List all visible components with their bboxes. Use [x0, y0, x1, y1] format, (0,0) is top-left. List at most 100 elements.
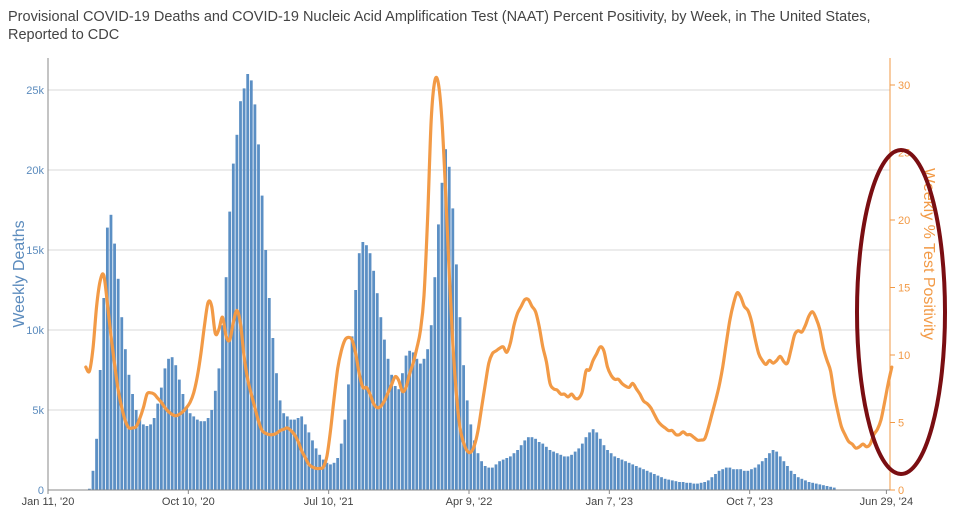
y-right-tick-0: 0: [898, 485, 904, 497]
deaths-bar: [699, 482, 703, 490]
deaths-bar: [717, 470, 721, 490]
deaths-bar: [588, 432, 591, 490]
deaths-bar: [217, 368, 221, 490]
deaths-bar: [649, 472, 653, 490]
deaths-bar: [832, 487, 836, 490]
y-axis-label-right: Weekly % Test Positivity: [920, 168, 937, 340]
deaths-bar: [264, 250, 268, 490]
deaths-bar: [393, 386, 397, 490]
y-axis-label-left: Weekly Deaths: [11, 220, 28, 327]
x-tick-2: Jul 10, '21: [304, 496, 354, 508]
deaths-bar: [753, 467, 757, 490]
deaths-bar: [804, 480, 807, 490]
deaths-bar: [390, 374, 394, 490]
deaths-bar: [347, 384, 350, 490]
deaths-bar: [339, 443, 343, 490]
deaths-bar: [714, 474, 717, 490]
deaths-bar: [710, 477, 714, 490]
deaths-bar: [667, 479, 671, 490]
deaths-bar: [516, 450, 519, 490]
deaths-bar: [746, 470, 750, 490]
deaths-bar: [721, 469, 725, 490]
x-tick-6: Jun 29, '24: [860, 496, 913, 508]
deaths-bar: [242, 88, 246, 491]
deaths-bar: [465, 400, 469, 490]
deaths-bar: [613, 456, 617, 490]
deaths-bar: [814, 483, 818, 490]
deaths-bar: [375, 293, 379, 490]
deaths-bar: [602, 445, 606, 490]
deaths-bar: [177, 379, 181, 490]
deaths-bar: [267, 298, 271, 490]
deaths-bar: [724, 467, 728, 490]
deaths-bar: [257, 144, 260, 490]
deaths-bar: [562, 456, 566, 490]
deaths-bar: [167, 358, 170, 490]
deaths-bar: [732, 469, 735, 490]
deaths-bar: [246, 74, 250, 490]
deaths-bar: [498, 461, 501, 490]
deaths-bar: [490, 467, 494, 490]
deaths-bar: [127, 374, 131, 490]
deaths-bar: [95, 438, 98, 490]
deaths-bar: [526, 437, 530, 490]
deaths-bar: [483, 466, 487, 490]
deaths-bar: [742, 470, 746, 490]
chart-title-line-1: Provisional COVID-19 Deaths and COVID-19…: [8, 9, 871, 25]
deaths-bar: [627, 462, 631, 490]
deaths-bar: [213, 390, 217, 490]
deaths-bar: [696, 483, 699, 490]
deaths-bar: [764, 458, 768, 490]
y-right-tick-2: 10: [898, 350, 910, 362]
y-right-tick-4: 20: [898, 215, 910, 227]
deaths-bar: [580, 443, 584, 490]
deaths-bar: [735, 469, 739, 490]
deaths-bar: [807, 482, 811, 490]
deaths-bar: [678, 482, 681, 490]
deaths-bar: [174, 365, 178, 490]
deaths-bar: [386, 358, 390, 490]
deaths-bar: [825, 486, 829, 490]
x-tick-4: Jan 7, '23: [586, 496, 633, 508]
deaths-bar: [293, 419, 296, 490]
deaths-bar: [786, 466, 789, 490]
deaths-bar: [415, 358, 419, 490]
deaths-bar: [681, 482, 685, 490]
deaths-bar: [750, 469, 753, 490]
deaths-bar: [537, 442, 541, 490]
chart-title-line-2: Reported to CDC: [8, 27, 120, 43]
deaths-bar: [541, 443, 545, 490]
deaths-bar: [336, 458, 340, 490]
deaths-bar: [519, 445, 523, 490]
deaths-bar: [307, 432, 311, 490]
deaths-bar: [296, 418, 300, 490]
deaths-bar: [818, 484, 822, 490]
deaths-bar: [318, 454, 322, 490]
deaths-bar: [534, 438, 537, 490]
deaths-bar: [365, 245, 368, 490]
deaths-bar: [401, 373, 404, 490]
deaths-bar: [329, 464, 332, 490]
x-tick-1: Oct 10, '20: [162, 496, 215, 508]
deaths-bar: [332, 462, 336, 490]
deaths-bar: [487, 467, 491, 490]
deaths-bar: [145, 426, 149, 490]
deaths-bar: [660, 477, 663, 490]
deaths-bar: [134, 410, 138, 490]
deaths-bar: [829, 486, 833, 490]
deaths-bar: [185, 406, 188, 490]
deaths-bar: [706, 480, 710, 490]
deaths-bar: [159, 387, 163, 490]
deaths-bar: [508, 456, 512, 490]
deaths-bar: [800, 478, 804, 490]
deaths-bar: [472, 440, 476, 490]
deaths-bar: [642, 469, 645, 490]
deaths-bar: [321, 459, 325, 490]
deaths-bar: [476, 453, 480, 490]
deaths-bar: [221, 325, 224, 490]
deaths-bar: [433, 277, 437, 490]
deaths-bar: [422, 358, 426, 490]
deaths-bar: [688, 482, 692, 490]
deaths-bar: [411, 352, 415, 490]
